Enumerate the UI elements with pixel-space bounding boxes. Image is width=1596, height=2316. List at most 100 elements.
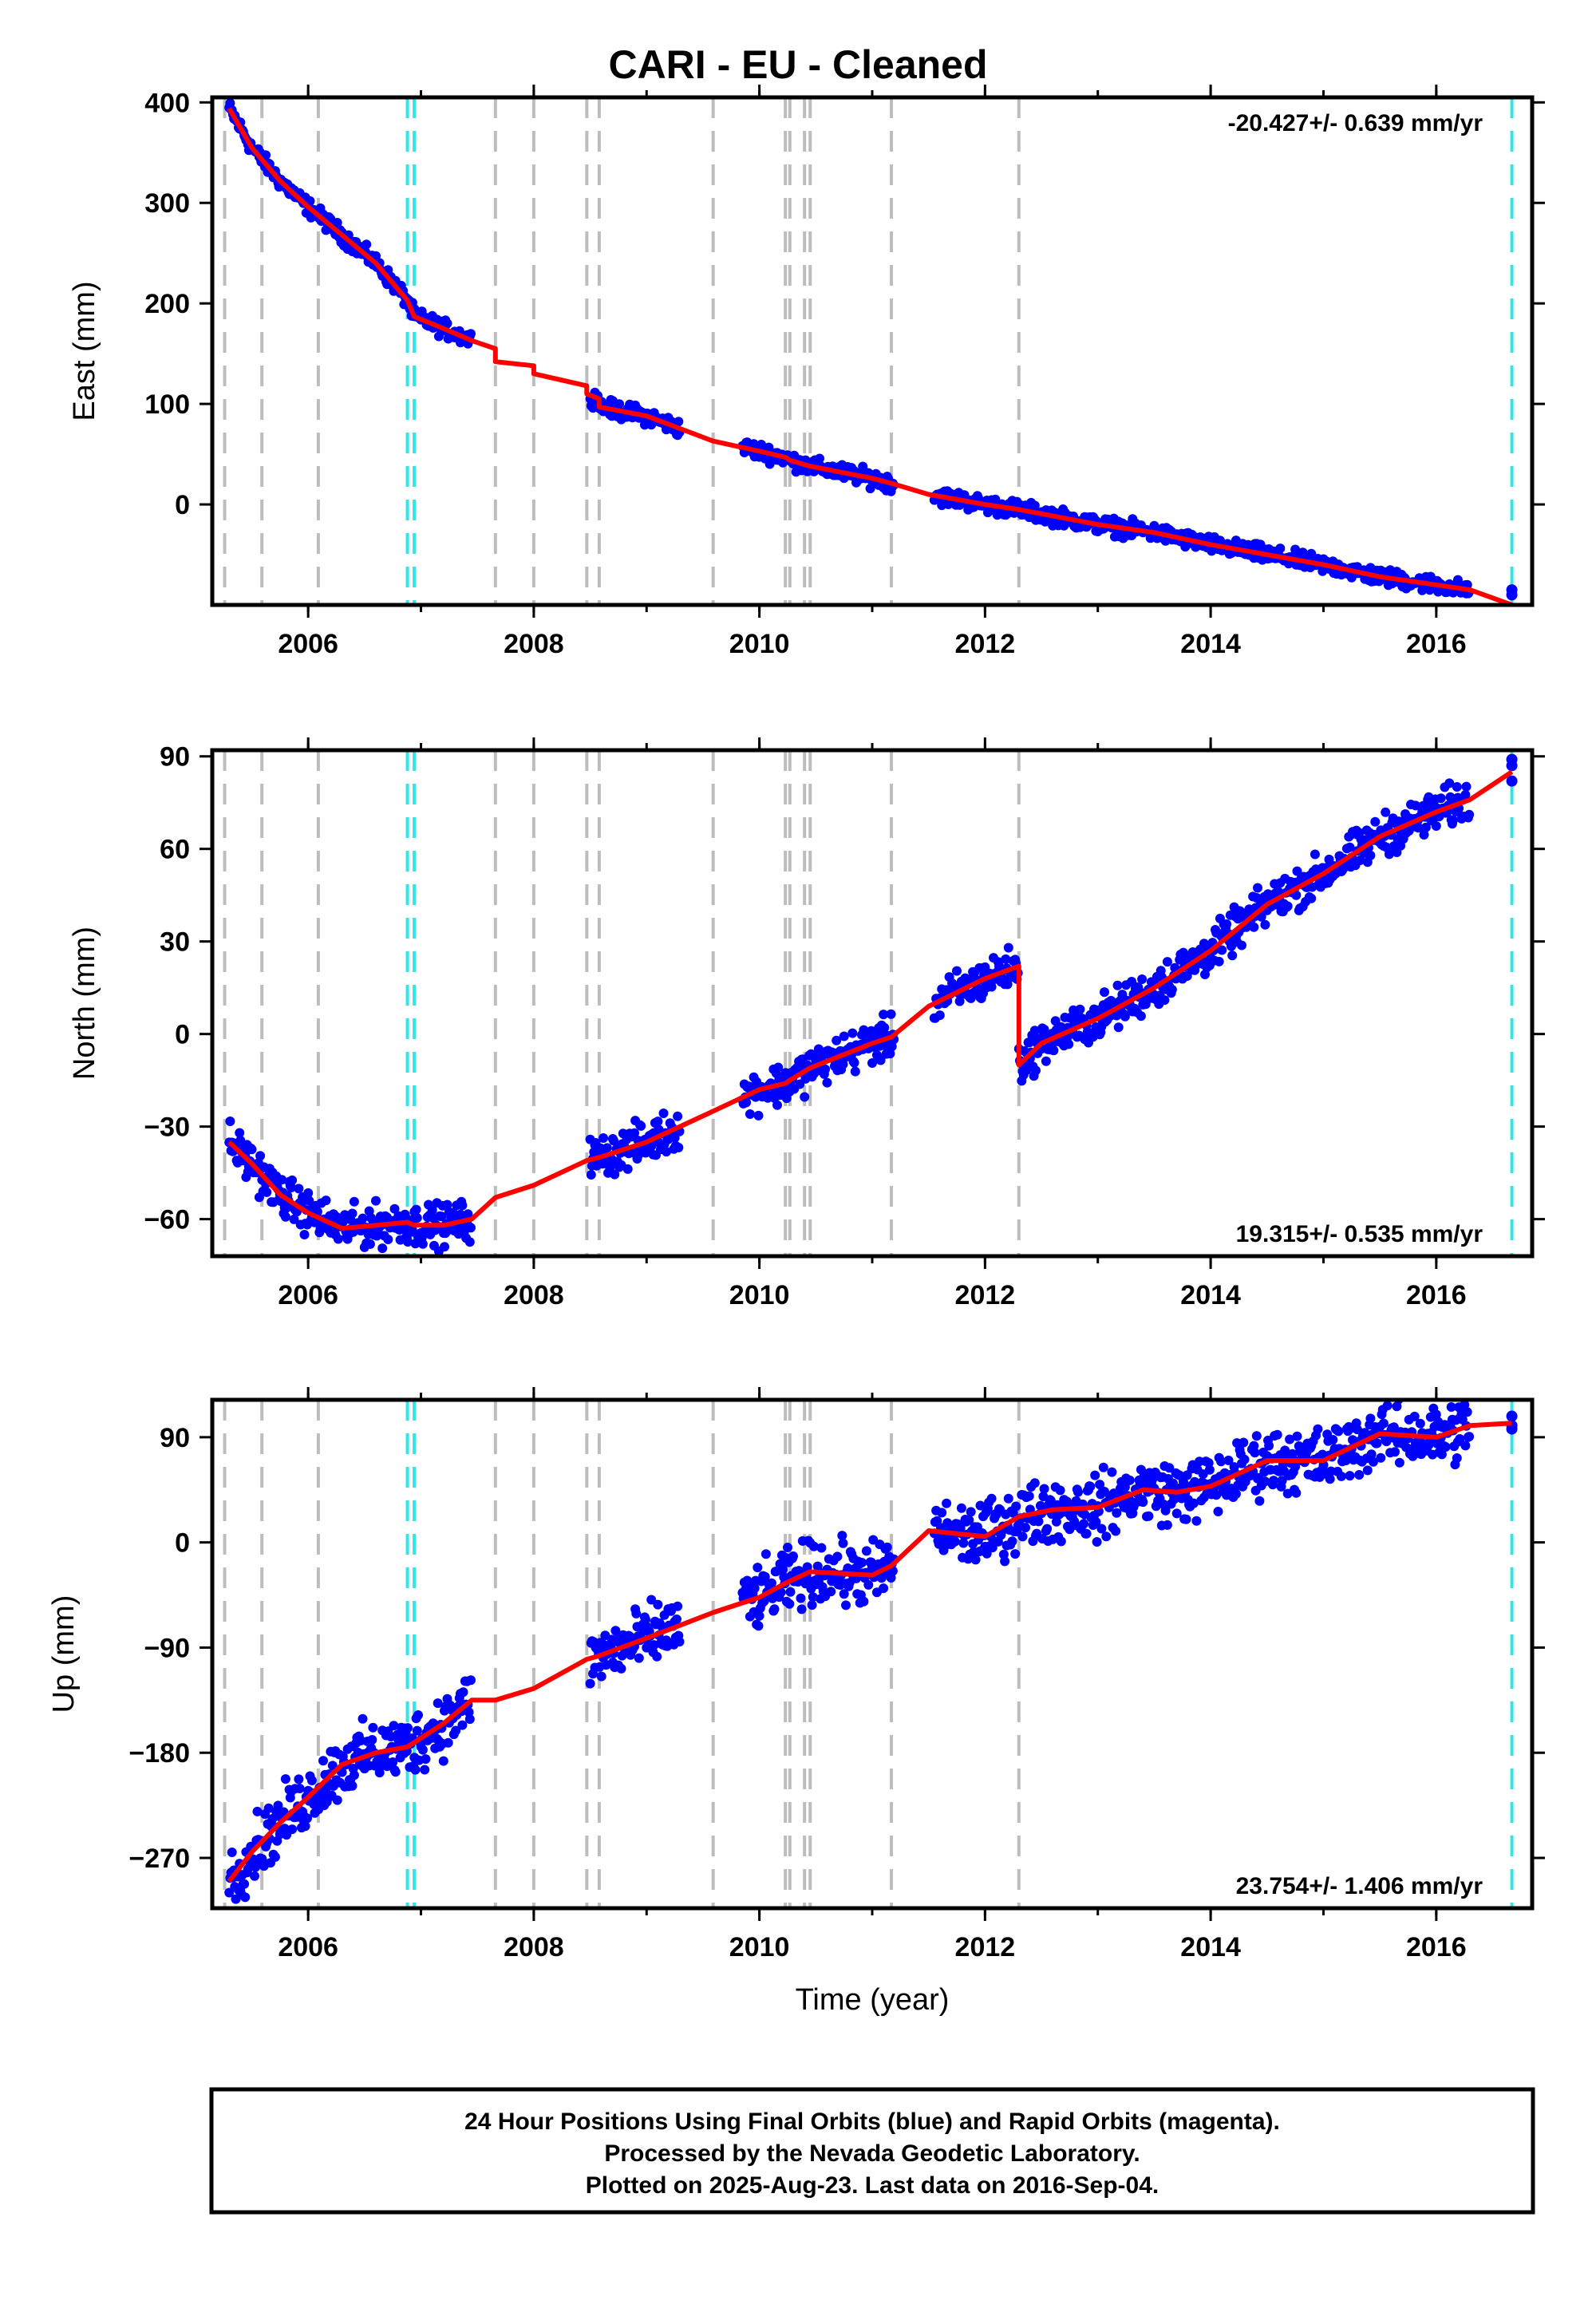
data-point bbox=[1336, 1471, 1346, 1481]
data-point bbox=[1452, 1453, 1462, 1463]
data-point bbox=[289, 1214, 299, 1224]
data-point bbox=[1269, 1476, 1278, 1486]
data-point bbox=[631, 1608, 642, 1618]
data-point bbox=[413, 1710, 423, 1720]
data-point bbox=[1413, 823, 1424, 833]
data-point bbox=[598, 1133, 609, 1143]
data-point bbox=[1452, 782, 1462, 792]
data-point bbox=[463, 1209, 473, 1219]
data-point bbox=[1341, 1456, 1351, 1465]
data-point bbox=[754, 1611, 764, 1621]
y-tick-label: 30 bbox=[160, 927, 190, 958]
event-lines bbox=[223, 97, 1514, 605]
data-point bbox=[1419, 830, 1429, 840]
data-point bbox=[412, 1213, 422, 1223]
data-point bbox=[975, 1500, 986, 1511]
data-point bbox=[1264, 1441, 1274, 1451]
data-point bbox=[673, 1111, 683, 1121]
plot-frame bbox=[210, 95, 1535, 607]
x-tick-label: 2006 bbox=[278, 1280, 338, 1310]
data-point bbox=[753, 1110, 764, 1120]
event-lines bbox=[223, 1400, 1514, 1908]
data-point bbox=[1029, 1026, 1040, 1036]
data-point bbox=[388, 1757, 398, 1767]
data-point bbox=[838, 1059, 848, 1069]
data-point bbox=[1237, 940, 1246, 951]
data-point bbox=[1000, 1556, 1010, 1567]
data-point bbox=[1460, 1441, 1471, 1451]
data-point bbox=[745, 1109, 755, 1119]
data-point bbox=[1002, 979, 1013, 990]
x-tick-label: 2006 bbox=[278, 1932, 338, 1962]
data-point bbox=[421, 1754, 431, 1765]
data-point bbox=[318, 1756, 328, 1766]
data-point bbox=[371, 1196, 381, 1206]
data-point bbox=[1092, 1537, 1102, 1547]
data-point bbox=[261, 150, 271, 160]
data-point bbox=[300, 1821, 310, 1832]
data-point bbox=[879, 1583, 889, 1594]
data-point bbox=[1291, 890, 1302, 900]
data-point bbox=[1021, 1523, 1030, 1533]
data-point bbox=[1238, 1437, 1249, 1448]
data-point bbox=[251, 1862, 261, 1872]
velocity-rate-label: -20.427+/- 0.639 mm/yr bbox=[1228, 110, 1483, 136]
data-point bbox=[286, 1183, 296, 1192]
data-point bbox=[1285, 1434, 1295, 1445]
data-point bbox=[442, 1199, 452, 1210]
data-point bbox=[390, 1767, 401, 1777]
data-point bbox=[302, 1813, 312, 1824]
data-point bbox=[1333, 1426, 1344, 1437]
x-tick-label: 2016 bbox=[1406, 1932, 1467, 1962]
data-point bbox=[1003, 943, 1013, 953]
data-point bbox=[267, 1814, 278, 1824]
data-point bbox=[1085, 1481, 1096, 1492]
data-point bbox=[263, 1803, 274, 1813]
data-point bbox=[950, 1536, 960, 1547]
data-point bbox=[956, 1503, 966, 1513]
footer-line-1: 24 Hour Positions Using Final Orbits (bl… bbox=[464, 2109, 1280, 2135]
data-point bbox=[1325, 1474, 1335, 1484]
data-point bbox=[1254, 1496, 1265, 1506]
data-point bbox=[1306, 893, 1317, 903]
data-point bbox=[1260, 919, 1270, 930]
data-point bbox=[808, 1592, 818, 1603]
data-point bbox=[1095, 1480, 1105, 1490]
data-point bbox=[368, 1722, 378, 1733]
data-point bbox=[1460, 1400, 1470, 1410]
data-point bbox=[1366, 1449, 1377, 1460]
data-point bbox=[674, 417, 684, 427]
data-point bbox=[783, 1543, 792, 1552]
data-point bbox=[1506, 1423, 1518, 1435]
data-point bbox=[1162, 1520, 1172, 1530]
data-point bbox=[622, 1164, 633, 1174]
data-point bbox=[280, 1774, 290, 1784]
data-point bbox=[403, 1237, 413, 1247]
x-tick-label: 2014 bbox=[1180, 629, 1241, 659]
panel-east: 2006 2008 2010 2012 2014 2016 400 300 200 100 0 Eas… bbox=[68, 85, 1545, 659]
data-point bbox=[630, 1128, 639, 1138]
panel-up: 2006 2008 2010 2012 2014 2016 90 0 −90 −180 −270 Up… bbox=[47, 1387, 1545, 1962]
data-point bbox=[247, 1144, 257, 1155]
data-point bbox=[367, 1735, 377, 1745]
x-tick-label: 2016 bbox=[1406, 629, 1467, 659]
data-point bbox=[1216, 1456, 1227, 1467]
data-point bbox=[800, 1092, 810, 1102]
data-point bbox=[1029, 1478, 1040, 1488]
data-point bbox=[1107, 1467, 1117, 1477]
data-point bbox=[410, 1765, 421, 1775]
data-point bbox=[224, 1887, 235, 1898]
data-point bbox=[1506, 760, 1518, 772]
velocity-rate-label: 23.754+/- 1.406 mm/yr bbox=[1236, 1873, 1483, 1899]
data-point bbox=[287, 1824, 298, 1835]
data-point bbox=[807, 1600, 817, 1611]
data-point bbox=[1042, 1524, 1053, 1534]
velocity-rate-label: 19.315+/- 0.535 mm/yr bbox=[1236, 1221, 1483, 1247]
data-point bbox=[240, 1892, 251, 1903]
data-point bbox=[1079, 1519, 1089, 1529]
data-point bbox=[1460, 789, 1471, 800]
data-point bbox=[433, 1698, 443, 1709]
y-tick-label: −30 bbox=[144, 1113, 190, 1143]
model-line bbox=[227, 769, 1514, 1231]
x-tick-label: 2010 bbox=[729, 629, 790, 659]
